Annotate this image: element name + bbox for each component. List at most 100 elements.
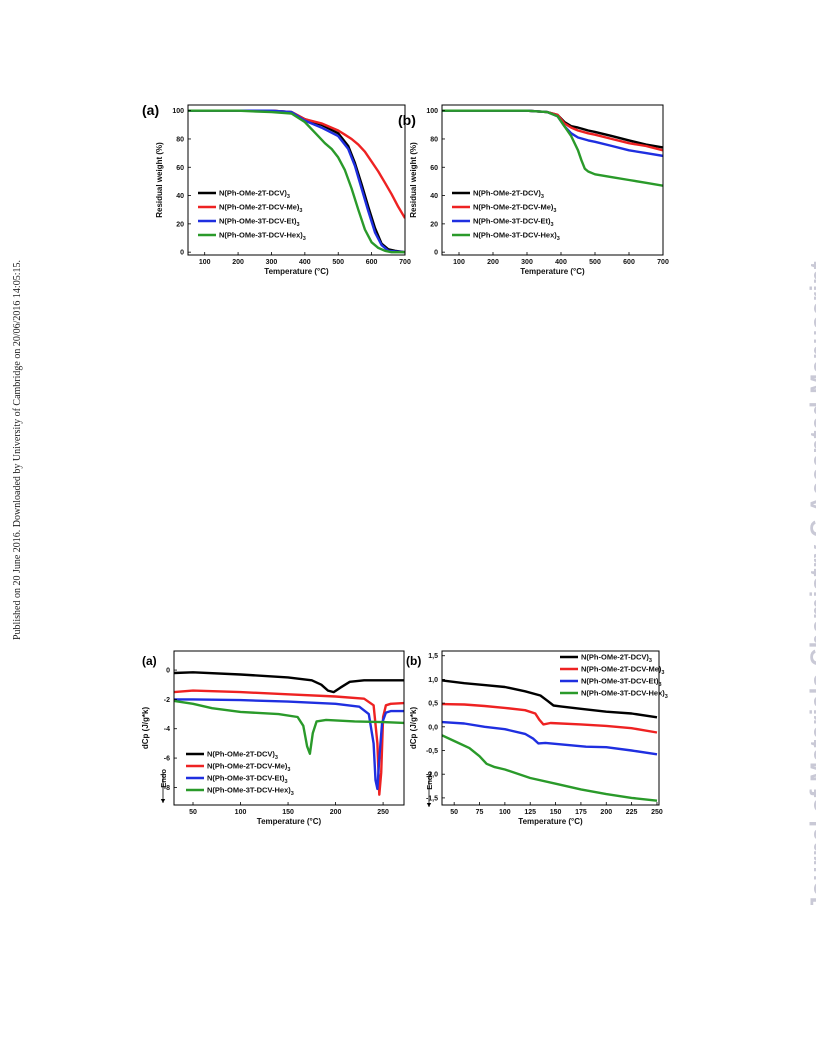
legend-entry: N(Ph-OMe-2T-DCV-Me)3: [473, 203, 556, 215]
y-tick-label: -0,5: [426, 748, 438, 755]
y-tick-label: 40: [176, 193, 184, 200]
legend-entry: N(Ph-OMe-3T-DCV-Et)3: [581, 677, 662, 689]
y-tick-label: -6: [164, 756, 170, 763]
tga-panel-a: 100 200 300 400 500 600 700 0 20 40 60 80 100 Tempera…: [140, 95, 420, 285]
y-tick-label: 60: [176, 165, 184, 172]
series-line-1: [442, 702, 658, 734]
y-tick-label: 100: [426, 108, 438, 115]
series-line-0: [174, 671, 404, 694]
x-tick-label: 250: [377, 809, 389, 816]
y-tick-label: 20: [430, 221, 438, 228]
x-tick-label: 200: [330, 809, 342, 816]
series-line-2: [174, 698, 404, 791]
legend-entry: N(Ph-OMe-3T-DCV-Et)3: [473, 217, 554, 229]
y-tick-label: 80: [430, 136, 438, 143]
plot-frame: [187, 104, 406, 256]
x-tick-label: 500: [589, 259, 601, 266]
x-tick-label: 400: [299, 259, 311, 266]
series-line-3: [442, 734, 658, 802]
panel-label: (a): [142, 654, 157, 668]
publication-note: Published on 20 June 2016. Downloaded by…: [12, 260, 23, 640]
series-line-2: [442, 720, 658, 756]
x-tick-label: 300: [266, 259, 278, 266]
y-axis-label: dCp (J/g*k): [141, 707, 150, 750]
dsc-b-chart: 50 75 100 125 150 175 200 225 250 1,5 1,0 0,5 0,0 -0,…: [406, 650, 668, 826]
panel-label: (b): [406, 654, 421, 668]
tga-b-chart: 100 200 300 400 500 600 700 0 20 40 60 80 100 Tempera…: [398, 104, 669, 276]
y-tick-label: -8: [164, 785, 170, 792]
y-tick-label: -1,0: [426, 772, 438, 779]
x-tick-label: 200: [600, 809, 612, 816]
dsc-panel-b: 50 75 100 125 150 175 200 225 250 1,5 1,0 0,5 0,0 -0,…: [404, 645, 684, 835]
y-axis-label: Residual weight (%): [155, 142, 164, 218]
series-line-3: [188, 109, 405, 254]
x-tick-label: 700: [657, 259, 669, 266]
journal-watermark: Journal of Materials Chemistry C Accepte…: [806, 260, 816, 910]
x-axis-label: Temperature (°C): [518, 817, 583, 826]
plot-frame: [173, 650, 405, 806]
y-tick-label: -2: [164, 697, 170, 704]
legend: N(Ph-OMe-2T-DCV)3N(Ph-OMe-2T-DCV-Me)3N(P…: [186, 750, 294, 797]
series-line-1: [174, 689, 404, 796]
legend-entry: N(Ph-OMe-3T-DCV-Hex)3: [581, 689, 668, 701]
dsc-panel-a: 50 100 150 200 250 0 -2 -4 -6 -8 Temperature (°C) d…: [140, 645, 420, 835]
x-tick-label: 300: [521, 259, 533, 266]
series-line-2: [188, 109, 405, 254]
series-line-0: [442, 109, 663, 149]
x-tick-label: 175: [575, 809, 587, 816]
panel-label: (a): [142, 102, 159, 118]
x-tick-label: 225: [626, 809, 638, 816]
x-tick-label: 600: [366, 259, 378, 266]
x-tick-label: 100: [235, 809, 247, 816]
x-tick-label: 100: [453, 259, 465, 266]
y-tick-label: 1,0: [428, 677, 438, 684]
legend: N(Ph-OMe-2T-DCV)3N(Ph-OMe-2T-DCV-Me)3N(P…: [560, 653, 668, 701]
y-tick-label: 60: [430, 165, 438, 172]
x-tick-label: 50: [450, 809, 458, 816]
x-tick-label: 50: [189, 809, 197, 816]
x-axis-label: Temperature (°C): [520, 267, 585, 276]
legend-entry: N(Ph-OMe-3T-DCV-Et)3: [207, 774, 288, 786]
x-tick-label: 75: [476, 809, 484, 816]
plot-frame: [441, 104, 664, 256]
x-tick-label: 600: [623, 259, 635, 266]
y-tick-label: -4: [164, 726, 170, 733]
series-line-1: [442, 109, 663, 152]
x-tick-label: 150: [550, 809, 562, 816]
legend-entry: N(Ph-OMe-2T-DCV)3: [473, 189, 544, 201]
series-line-3: [174, 699, 404, 755]
endo-arrow-head: [426, 803, 432, 807]
series-group: [174, 671, 404, 796]
x-tick-label: 100: [499, 809, 511, 816]
x-axis-label: Temperature (°C): [264, 267, 329, 276]
y-tick-label: 1,5: [428, 653, 438, 660]
x-tick-label: 500: [332, 259, 344, 266]
legend-entry: N(Ph-OMe-3T-DCV-Hex)3: [219, 231, 306, 243]
x-tick-label: 250: [651, 809, 663, 816]
x-tick-label: 400: [555, 259, 567, 266]
x-tick-label: 125: [524, 809, 536, 816]
legend-entry: N(Ph-OMe-2T-DCV)3: [207, 750, 278, 762]
y-axis-label: Residual weight (%): [409, 142, 418, 218]
x-tick-label: 700: [399, 259, 411, 266]
series-line-0: [442, 679, 658, 719]
y-tick-label: 0: [180, 250, 184, 257]
x-tick-label: 150: [282, 809, 294, 816]
endo-indicator: Endo: [159, 769, 168, 803]
series-group: [442, 109, 663, 187]
y-tick-label: 80: [176, 136, 184, 143]
plot-frame: [441, 650, 660, 806]
y-tick-label: 40: [430, 193, 438, 200]
y-tick-label: 20: [176, 221, 184, 228]
x-tick-label: 200: [487, 259, 499, 266]
dsc-a-chart: 50 100 150 200 250 0 -2 -4 -6 -8 Temperature (°C) d…: [141, 650, 405, 826]
y-tick-label: 0,5: [428, 701, 438, 708]
y-tick-label: 100: [172, 108, 184, 115]
y-tick-label: 0: [434, 250, 438, 257]
endo-indicator: Endo: [425, 771, 434, 807]
y-tick-label: 0: [166, 668, 170, 675]
series-group: [442, 679, 658, 802]
legend-entry: N(Ph-OMe-3T-DCV-Et)3: [219, 217, 300, 229]
endo-label: Endo: [425, 771, 434, 790]
tga-a-chart: 100 200 300 400 500 600 700 0 20 40 60 80 100 Tempera…: [142, 102, 411, 276]
